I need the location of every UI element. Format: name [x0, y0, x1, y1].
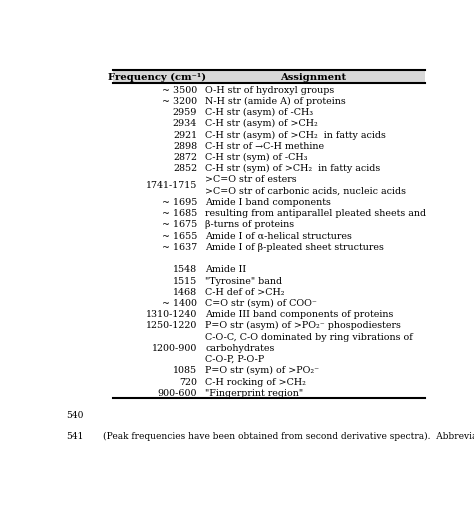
Text: P=O str (asym) of >PO₂⁻ phospodiesters: P=O str (asym) of >PO₂⁻ phospodiesters [205, 321, 401, 330]
Text: Amide II: Amide II [205, 265, 246, 274]
Text: "Fingerprint region": "Fingerprint region" [205, 388, 303, 397]
Text: (Peak frequencies have been obtained from second derivative spectra).  Abbreviat: (Peak frequencies have been obtained fro… [103, 432, 474, 441]
Text: 1200-900: 1200-900 [152, 343, 197, 352]
Bar [112, 71, 425, 84]
Text: C-O-P, P-O-P: C-O-P, P-O-P [205, 354, 264, 363]
Text: ~ 1685: ~ 1685 [162, 209, 197, 218]
Text: C-H str (sym) of >CH₂  in fatty acids: C-H str (sym) of >CH₂ in fatty acids [205, 164, 380, 173]
Text: 1741-1715: 1741-1715 [146, 181, 197, 190]
Text: ~ 1675: ~ 1675 [162, 220, 197, 229]
Text: >C=O str of esters: >C=O str of esters [205, 175, 297, 184]
Text: Amide I of β-pleated sheet structures: Amide I of β-pleated sheet structures [205, 242, 384, 251]
Text: 1468: 1468 [173, 287, 197, 296]
Text: 2921: 2921 [173, 130, 197, 139]
Text: P=O str (sym) of >PO₂⁻: P=O str (sym) of >PO₂⁻ [205, 365, 319, 375]
Text: >C=O str of carbonic acids, nucleic acids: >C=O str of carbonic acids, nucleic acid… [205, 186, 406, 195]
Text: 541: 541 [66, 432, 84, 440]
Text: C-H str (asym) of >CH₂: C-H str (asym) of >CH₂ [205, 119, 318, 128]
Text: ~ 1655: ~ 1655 [162, 231, 197, 240]
Text: carbohydrates: carbohydrates [205, 343, 274, 352]
Text: 2872: 2872 [173, 153, 197, 162]
Text: ~ 1400: ~ 1400 [162, 298, 197, 307]
Text: 1515: 1515 [173, 276, 197, 285]
Text: C=O str (sym) of COO⁻: C=O str (sym) of COO⁻ [205, 298, 317, 307]
Text: 720: 720 [179, 377, 197, 386]
Text: 2852: 2852 [173, 164, 197, 173]
Text: Assignment: Assignment [280, 73, 346, 82]
Text: N-H str (amide A) of proteins: N-H str (amide A) of proteins [205, 97, 346, 106]
Text: β-turns of proteins: β-turns of proteins [205, 220, 294, 229]
Text: Frequency (cm⁻¹): Frequency (cm⁻¹) [108, 73, 206, 82]
Text: 540: 540 [66, 410, 84, 419]
Text: ~ 1695: ~ 1695 [162, 197, 197, 207]
Text: Amide I band components: Amide I band components [205, 197, 331, 207]
Text: resulting from antiparallel pleated sheets and: resulting from antiparallel pleated shee… [205, 209, 426, 218]
Text: ~ 3200: ~ 3200 [162, 97, 197, 106]
Text: 2934: 2934 [173, 119, 197, 128]
Text: 1085: 1085 [173, 365, 197, 375]
Text: C-H str (asym) of >CH₂  in fatty acids: C-H str (asym) of >CH₂ in fatty acids [205, 130, 386, 139]
Text: C-H def of >CH₂: C-H def of >CH₂ [205, 287, 284, 296]
Text: C-H str of →C-H methine: C-H str of →C-H methine [205, 142, 324, 151]
Text: ~ 3500: ~ 3500 [162, 86, 197, 95]
Text: 1250-1220: 1250-1220 [146, 321, 197, 330]
Text: 1548: 1548 [173, 265, 197, 274]
Text: 900-600: 900-600 [157, 388, 197, 397]
Text: 1310-1240: 1310-1240 [146, 309, 197, 319]
Text: "Tyrosine" band: "Tyrosine" band [205, 276, 282, 285]
Text: C-H str (sym) of -CH₃: C-H str (sym) of -CH₃ [205, 153, 308, 162]
Text: O-H str of hydroxyl groups: O-H str of hydroxyl groups [205, 86, 334, 95]
Text: 2898: 2898 [173, 142, 197, 151]
Text: 2959: 2959 [173, 108, 197, 117]
Text: C-H rocking of >CH₂: C-H rocking of >CH₂ [205, 377, 306, 386]
Text: Amide I of α-helical structures: Amide I of α-helical structures [205, 231, 352, 240]
Text: C-O-C, C-O dominated by ring vibrations of: C-O-C, C-O dominated by ring vibrations … [205, 332, 413, 341]
Text: Amide III band components of proteins: Amide III band components of proteins [205, 309, 393, 319]
Text: C-H str (asym) of -CH₃: C-H str (asym) of -CH₃ [205, 108, 313, 117]
Text: ~ 1637: ~ 1637 [162, 242, 197, 251]
